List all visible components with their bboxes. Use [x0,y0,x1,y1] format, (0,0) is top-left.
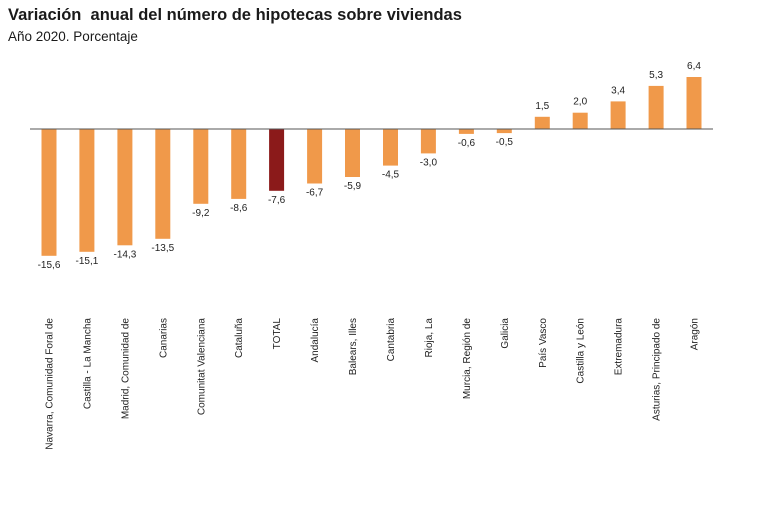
bar-value-label: 1,5 [535,101,549,112]
bar-value-label: -9,2 [192,208,210,219]
category-label: Castilla y León [576,318,587,384]
category-label: Extremadura [614,318,625,376]
category-label: Canarias [158,318,169,358]
bar [307,129,323,184]
bars-group [41,77,702,256]
bar [193,129,209,204]
category-label: Castilla - La Mancha [82,318,93,410]
category-label: Balears, Illes [348,318,359,375]
chart-title: Variación anual del número de hipotecas … [8,6,462,24]
bar [231,129,247,199]
chart-subtitle: Año 2020. Porcentaje [8,29,138,44]
bar [496,129,512,134]
bar-value-label: -13,5 [151,243,174,254]
bar [117,129,133,246]
category-label: Asturias, Principado de [652,318,663,421]
bar-value-label: -6,7 [306,188,324,199]
category-label: Cataluña [234,318,245,358]
bar-value-label: -8,6 [230,203,248,214]
bar-value-label: -0,5 [496,137,514,148]
bar [383,129,398,166]
bar-value-label: -5,9 [344,181,362,192]
bar [610,101,626,129]
bar-value-label: -7,6 [268,195,286,206]
category-label: Galicia [500,318,511,349]
bar-value-label: -4,5 [382,170,400,181]
bar [269,129,285,191]
value-labels-group: -15,6 -15,1 -14,3 -13,5 -9,2 -8,6 -7,6 -6,7 -5,9… [38,61,702,271]
bar [686,77,702,129]
bar [345,129,360,177]
category-label: Comunitat Valenciana [196,318,207,416]
bar-value-label: -3,0 [420,157,438,168]
category-label: TOTAL [272,318,283,350]
bar [79,129,95,252]
bar-value-label: -15,6 [38,260,61,271]
category-label: Navarra, Comunidad Foral de [45,318,56,450]
category-label: Andalucía [310,318,321,363]
bar-value-label: 2,0 [573,97,587,108]
bar [648,85,664,129]
bar-value-label: -14,3 [114,249,137,260]
category-label: Aragón [690,318,701,350]
category-label: País Vasco [538,318,549,368]
bar [420,129,436,154]
bar-value-label: 5,3 [649,70,663,81]
bar [534,116,550,129]
bar-value-label: -15,1 [76,256,99,267]
bar [41,129,57,256]
category-labels-group: Navarra, Comunidad Foral de Castilla - La… [45,318,701,450]
bar [572,112,588,129]
category-label: Cantabria [386,318,397,362]
bar-value-label: -0,6 [458,138,476,149]
bar-value-label: 6,4 [687,61,701,72]
category-label: Murcia, Región de [462,318,473,400]
bar-value-label: 3,4 [611,85,625,96]
category-label: Rioja, La [424,318,435,358]
bar [155,129,171,239]
category-label: Madrid, Comunidad de [120,318,131,420]
bar [458,129,474,134]
